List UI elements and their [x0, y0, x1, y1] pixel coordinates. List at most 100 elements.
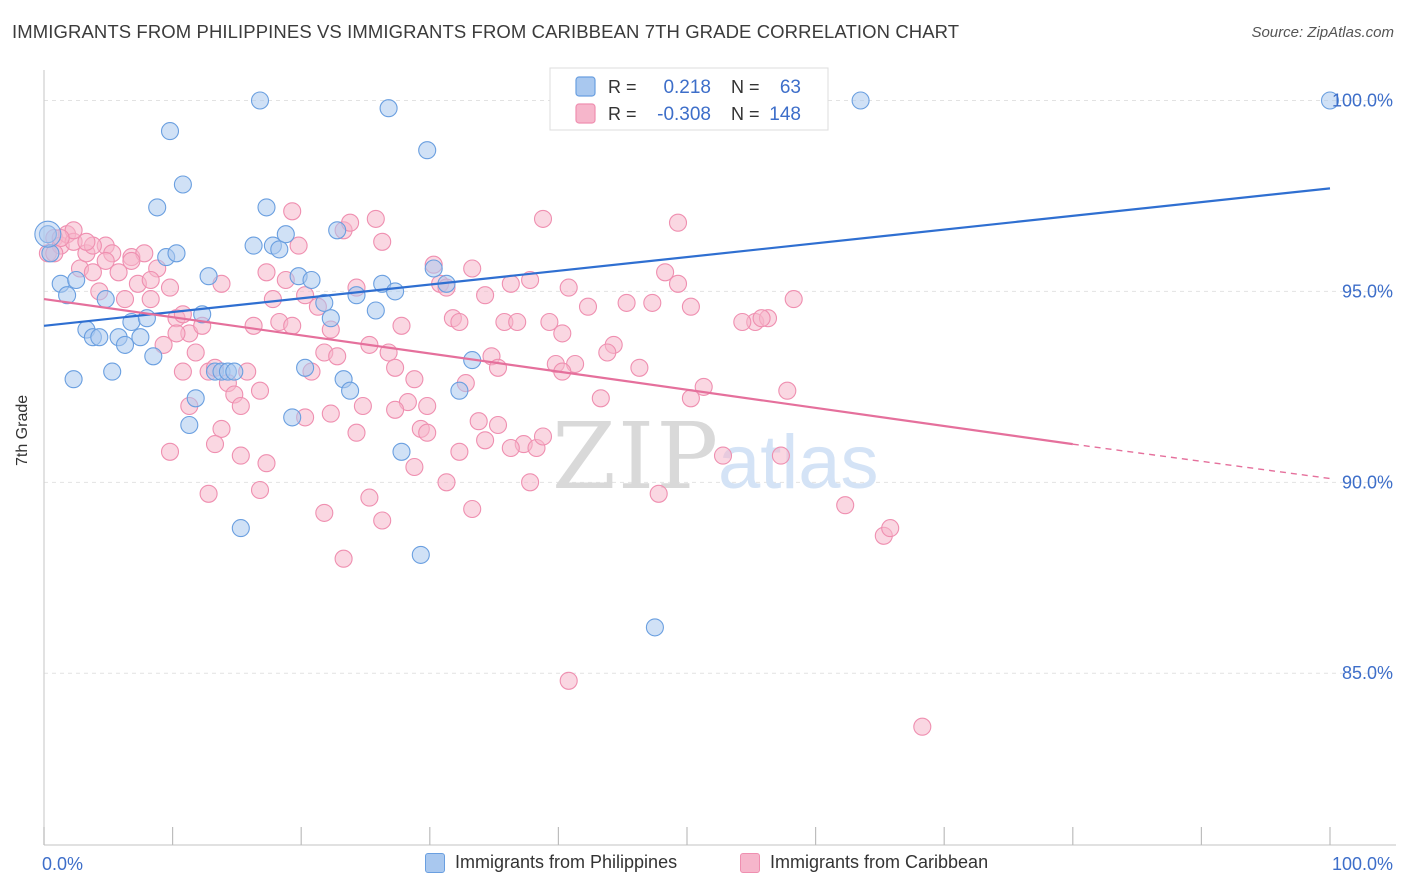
philippines-point-50 [386, 282, 405, 301]
bottom-legend-caribbean: Immigrants from Caribbean [740, 852, 988, 873]
philippines-point-36 [276, 225, 295, 244]
bottom-legend: Immigrants from Philippines Immigrants f… [0, 852, 1406, 878]
caribbean-point-136 [733, 312, 752, 332]
philippines-trend-line [43, 187, 1331, 327]
philippines-point-37 [283, 408, 302, 427]
caribbean-point-78 [540, 312, 559, 332]
caribbean-point-124 [450, 442, 469, 461]
caribbean-point-113 [257, 454, 276, 473]
philippines-point-62 [450, 381, 469, 400]
y-tick-label-3: 100.0% [1332, 91, 1393, 111]
caribbean-point-11 [109, 263, 128, 282]
caribbean-point-57 [405, 370, 424, 389]
philippines-point-61 [1320, 91, 1340, 110]
caribbean-point-34 [257, 263, 276, 282]
caribbean-point-75 [521, 270, 540, 290]
caribbean-point-123 [437, 473, 456, 492]
caribbean-point-110 [212, 419, 231, 438]
caribbean-point-30 [231, 396, 250, 416]
caribbean-point-39 [289, 236, 308, 255]
caribbean-point-51 [366, 209, 385, 228]
caribbean-point-66 [463, 259, 482, 278]
philippines-point-49 [379, 99, 398, 118]
caribbean-point-117 [347, 423, 366, 442]
caribbean-point-121 [405, 457, 424, 477]
bottom-legend-label-caribbean: Immigrants from Caribbean [770, 852, 989, 872]
philippines-point-14 [131, 328, 150, 347]
caribbean-point-107 [173, 362, 192, 381]
legend-swatch-caribbean [740, 852, 760, 873]
legend-n-value-2: 148 [769, 104, 801, 125]
caribbean-point-128 [521, 473, 540, 492]
caribbean-point-87 [630, 358, 649, 377]
philippines-point-60 [851, 91, 870, 110]
philippines-point-42 [321, 309, 340, 328]
legend-n-label-1: N = [731, 77, 760, 97]
stats-legend: R = 0.218 N = 63 R = -0.308 N = 148 [549, 67, 829, 131]
y-tick-label-0: 85.0% [1342, 663, 1393, 683]
philippines-point-large [34, 220, 62, 248]
y-tick-label-1: 90.0% [1342, 472, 1393, 492]
caribbean-point-141 [283, 316, 302, 335]
caribbean-point-122 [418, 423, 437, 442]
x-tick-label-0: 0.0% [42, 854, 83, 874]
caribbean-point-104 [122, 251, 141, 270]
philippines-point-46 [347, 286, 366, 305]
watermark: ZIP atlas [552, 403, 879, 510]
caribbean-point-23 [186, 343, 205, 362]
caribbean-point-97 [784, 290, 803, 309]
philippines-point-52 [411, 545, 430, 564]
caribbean-point-131 [598, 343, 617, 362]
caribbean-point-32 [244, 316, 263, 335]
gridlines [44, 100, 1396, 674]
caribbean-point-52 [373, 232, 392, 251]
caribbean-point-12 [115, 290, 135, 309]
philippines-point-21 [173, 175, 192, 194]
philippines-points [34, 91, 1340, 637]
caribbean-point-139 [501, 438, 520, 458]
caribbean-point-83 [578, 297, 598, 316]
caribbean-point-119 [373, 511, 392, 530]
caribbean-point-112 [250, 480, 270, 500]
caribbean-point-84 [591, 389, 610, 408]
caribbean-point-90 [668, 274, 688, 293]
bottom-legend-philippines: Immigrants from Philippines [425, 852, 677, 873]
philippines-point-25 [199, 267, 218, 286]
philippines-point-54 [424, 259, 443, 278]
caribbean-point-7 [83, 263, 102, 282]
caribbean-point-95 [771, 446, 790, 465]
philippines-point-0 [38, 225, 57, 244]
caribbean-point-67 [469, 412, 488, 431]
philippines-point-35 [270, 240, 289, 259]
caribbean-point-77 [533, 209, 553, 228]
watermark-zip: ZIP [552, 403, 720, 510]
caribbean-point-120 [386, 400, 405, 419]
caribbean-point-132 [649, 484, 668, 503]
caribbean-point-115 [315, 503, 334, 522]
caribbean-point-98 [836, 496, 855, 515]
caribbean-point-16 [141, 290, 160, 309]
caribbean-point-19 [160, 278, 180, 297]
philippines-point-16 [144, 347, 163, 366]
philippines-point-17 [148, 198, 167, 217]
caribbean-point-134 [668, 213, 688, 232]
caribbean-point-72 [501, 274, 520, 293]
legend-r-value-1: 0.218 [663, 77, 711, 98]
philippines-point-10 [103, 362, 122, 381]
caribbean-point-35 [263, 290, 282, 309]
philippines-point-39 [296, 358, 315, 377]
caribbean-point-105 [141, 270, 160, 290]
philippines-point-29 [225, 362, 244, 381]
caribbean-point-64 [450, 312, 469, 332]
philippines-point-31 [244, 236, 263, 255]
legend-r-label-1: R = [608, 77, 637, 97]
caribbean-point-45 [328, 347, 347, 366]
caribbean-point-133 [713, 446, 733, 465]
caribbean-point-18 [154, 335, 173, 354]
philippines-point-4 [64, 370, 83, 389]
caribbean-point-101 [913, 717, 932, 736]
x-tick-label-1: 100.0% [1332, 854, 1393, 874]
philippines-point-19 [160, 122, 180, 141]
philippines-point-43 [328, 221, 347, 240]
